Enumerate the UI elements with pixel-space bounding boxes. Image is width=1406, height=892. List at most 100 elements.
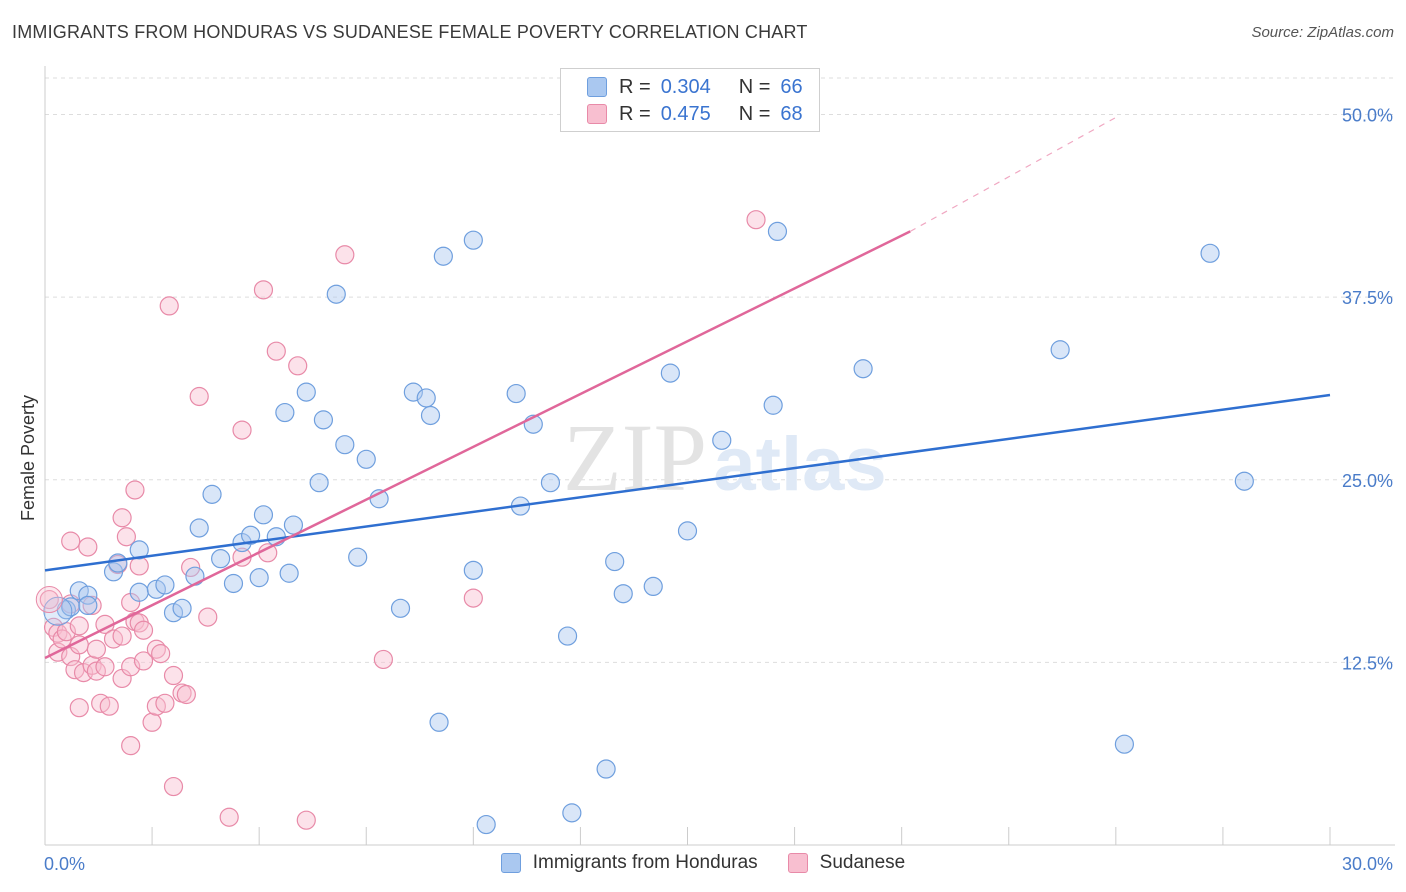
point-honduras <box>613 584 633 604</box>
point-sudanese <box>232 420 252 440</box>
point-honduras <box>677 521 698 541</box>
point-honduras <box>313 410 334 430</box>
point-honduras <box>1114 734 1135 754</box>
series-legend: Immigrants from Honduras Sudanese <box>0 852 1406 874</box>
legend-swatch-sudanese <box>787 853 808 873</box>
point-sudanese <box>159 296 179 316</box>
point-sudanese <box>176 684 196 705</box>
legend-item-honduras[interactable]: Immigrants from Honduras <box>500 852 758 874</box>
r-value-sudanese: 0.475 <box>660 102 711 125</box>
legend-item-sudanese[interactable]: Sudanese <box>787 852 906 874</box>
point-sudanese <box>69 698 89 718</box>
point-honduras <box>476 814 496 835</box>
point-sudanese <box>95 657 115 677</box>
point-honduras <box>241 525 261 545</box>
point-honduras <box>275 402 295 423</box>
n-value-sudanese: 68 <box>780 102 803 125</box>
point-sudanese <box>463 588 483 608</box>
point-sudanese <box>99 696 119 716</box>
trendline-honduras <box>44 393 1331 572</box>
watermark-sub: atlas <box>713 422 886 507</box>
point-sudanese <box>335 245 355 265</box>
point-honduras <box>767 221 788 241</box>
point-sudanese <box>163 665 184 686</box>
point-honduras <box>356 449 376 469</box>
point-sudanese <box>253 280 274 300</box>
point-honduras <box>279 563 299 583</box>
point-sudanese <box>373 649 393 670</box>
point-honduras <box>211 549 231 569</box>
point-honduras <box>189 518 209 538</box>
legend-label-sudanese: Sudanese <box>819 852 906 873</box>
y-axis-label: Female Poverty <box>18 395 38 521</box>
point-sudanese <box>78 537 98 557</box>
legend-swatch-sudanese <box>587 104 607 124</box>
legend-row-sudanese: R = 0.475 N = 68 <box>587 102 803 126</box>
point-honduras <box>463 560 483 580</box>
point-sudanese <box>181 557 201 578</box>
watermark: ZIP atlas <box>563 404 887 511</box>
legend-swatch-honduras <box>500 853 521 873</box>
point-sudanese <box>35 586 63 614</box>
r-label: R = <box>619 75 651 98</box>
point-honduras <box>1200 243 1220 263</box>
watermark-main: ZIP <box>563 404 707 511</box>
point-honduras <box>390 598 411 618</box>
y-tick-label: 50.0% <box>1342 106 1393 126</box>
y-tick-label: 12.5% <box>1342 653 1393 673</box>
x-tick-label: 30.0% <box>1342 854 1393 874</box>
point-honduras <box>463 230 483 250</box>
point-honduras <box>283 515 304 535</box>
point-sudanese <box>82 595 102 616</box>
point-honduras <box>129 582 149 602</box>
point-honduras <box>348 547 368 567</box>
point-honduras <box>335 435 355 455</box>
point-honduras <box>108 553 128 573</box>
point-honduras <box>643 576 663 597</box>
point-honduras <box>172 598 192 618</box>
r-label: R = <box>619 102 651 125</box>
point-honduras <box>1050 340 1070 360</box>
point-honduras <box>78 595 98 616</box>
chart-title: IMMIGRANTS FROM HONDURAS VS SUDANESE FEM… <box>12 22 808 42</box>
trendline-sudanese <box>44 230 911 660</box>
point-honduras <box>309 473 329 493</box>
point-sudanese <box>198 607 218 627</box>
point-sudanese <box>112 508 132 528</box>
point-honduras <box>103 562 124 582</box>
point-sudanese <box>61 531 81 551</box>
point-sudanese <box>219 807 239 827</box>
point-honduras <box>163 603 184 623</box>
point-honduras <box>326 284 346 304</box>
grid-lines <box>45 77 1395 663</box>
point-sudanese <box>746 210 766 230</box>
point-sudanese <box>86 661 107 681</box>
point-honduras <box>853 359 873 379</box>
point-sudanese <box>258 543 278 563</box>
y-tick-label: 25.0% <box>1342 471 1393 491</box>
data-points <box>35 210 1254 835</box>
point-sudanese <box>288 356 308 376</box>
point-honduras <box>202 484 222 504</box>
point-honduras <box>185 566 205 586</box>
n-value-honduras: 66 <box>780 75 803 98</box>
legend-row-honduras: R = 0.304 N = 66 <box>587 75 803 99</box>
point-honduras <box>249 568 269 588</box>
point-sudanese <box>116 527 136 547</box>
y-tick-label: 37.5% <box>1342 288 1393 308</box>
point-sudanese <box>189 386 209 407</box>
point-honduras <box>69 581 89 601</box>
point-honduras <box>660 363 680 383</box>
point-sudanese <box>86 639 107 659</box>
point-honduras <box>605 551 625 572</box>
point-honduras <box>1234 471 1254 491</box>
r-value-honduras: 0.304 <box>660 75 711 98</box>
point-honduras <box>253 505 274 525</box>
point-honduras <box>129 540 149 560</box>
legend-swatch-honduras <box>587 77 607 97</box>
point-honduras <box>763 395 783 415</box>
point-honduras <box>506 383 526 404</box>
point-honduras <box>433 246 453 266</box>
point-honduras <box>155 575 175 595</box>
trendline-sudanese-extension <box>909 116 1117 232</box>
